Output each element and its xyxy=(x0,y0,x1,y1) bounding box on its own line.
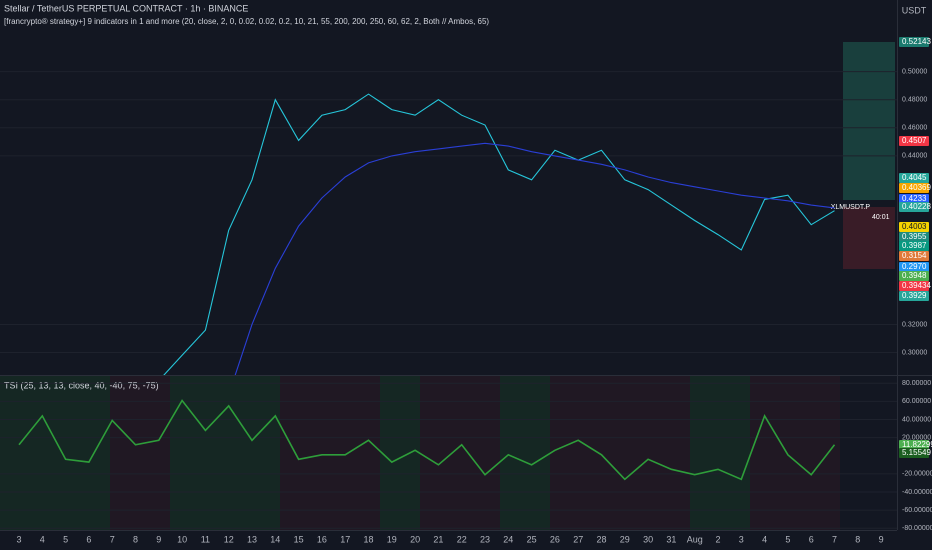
price-tag xyxy=(899,281,929,291)
x-tick-label: 6 xyxy=(809,534,814,544)
y-tick-label: -20.00000 xyxy=(902,471,932,478)
x-tick-label: 23 xyxy=(480,534,490,544)
price-tag-label: 0.3154 xyxy=(902,251,927,260)
price-tag-label: 11.82299 xyxy=(902,440,932,449)
price-tag xyxy=(899,448,929,458)
x-tick-label: 13 xyxy=(247,534,257,544)
y-tick-label: 60.00000 xyxy=(902,398,931,405)
x-tick-label: 3 xyxy=(16,534,21,544)
y-tick-label: 0.30000 xyxy=(902,349,927,356)
x-tick-label: 7 xyxy=(110,534,115,544)
x-tick-label: 11 xyxy=(201,534,210,544)
price-tag-label: 0.3929 xyxy=(902,291,927,300)
y-tick-label: -40.00000 xyxy=(902,489,932,496)
price-tag-label: 0.4507 xyxy=(902,136,927,145)
price-tag xyxy=(899,37,929,47)
x-tick-label: 4 xyxy=(40,534,45,544)
indicator-title: [francrypto® strategy+] 9 indicators in … xyxy=(4,17,489,26)
price-tag-label: 0.4233 xyxy=(902,194,927,203)
price-tag xyxy=(899,202,929,212)
y-tick-label: -60.00000 xyxy=(902,507,932,514)
tsi-title: TSI (25, 13, 13, close, 40, -40, 75, -75… xyxy=(4,380,159,390)
x-tick-label: 16 xyxy=(317,534,327,544)
x-tick-label: 21 xyxy=(433,534,443,544)
x-tick-label: 19 xyxy=(387,534,397,544)
x-tick-label: 31 xyxy=(666,534,676,544)
price-tag-label: 0.2970 xyxy=(902,262,927,271)
x-tick-label: 18 xyxy=(363,534,373,544)
price-tag-label: 0.40228 xyxy=(902,202,931,211)
price-tag xyxy=(899,241,929,251)
plot xyxy=(163,93,835,375)
x-tick-label: 14 xyxy=(270,534,280,544)
plot xyxy=(18,399,836,481)
x-tick-label: 27 xyxy=(573,534,583,544)
long-position-zone xyxy=(843,42,895,200)
x-tick-label: 22 xyxy=(457,534,467,544)
x-tick-label: 28 xyxy=(596,534,606,544)
x-tick-label: 3 xyxy=(739,534,744,544)
x-tick-label: Aug xyxy=(687,534,703,544)
price-tag-label: 0.39434 xyxy=(902,281,931,290)
price-tag-label: 0.3955 xyxy=(902,232,927,241)
price-tag xyxy=(899,291,929,301)
x-tick-label: 24 xyxy=(503,534,513,544)
price-tag xyxy=(899,194,929,204)
x-tick-label: 8 xyxy=(133,534,138,544)
x-tick-label: 15 xyxy=(294,534,304,544)
x-tick-label: 8 xyxy=(855,534,860,544)
x-tick-label: 9 xyxy=(879,534,884,544)
y-tick-label: 0.46000 xyxy=(902,125,927,132)
price-tag-label: 5.15549 xyxy=(902,448,931,457)
short-position-zone xyxy=(843,207,895,269)
x-tick-label: 7 xyxy=(832,534,837,544)
symbol-label: XLMUSDT.P xyxy=(831,204,871,211)
price-tag-label: 0.40369 xyxy=(902,183,931,192)
price-tag xyxy=(899,440,929,450)
price-tag-label: 0.52143 xyxy=(902,37,931,46)
y-tick-label: 0.32000 xyxy=(902,321,927,328)
x-tick-label: 2 xyxy=(715,534,720,544)
price-tag-label: 0.3987 xyxy=(902,241,927,250)
y-tick-label: 80.00000 xyxy=(902,380,931,387)
series-line xyxy=(163,93,835,375)
x-tick-label: 9 xyxy=(156,534,161,544)
x-tick-label: 5 xyxy=(785,534,790,544)
price-tag xyxy=(899,271,929,281)
price-tag xyxy=(899,232,929,242)
price-tag-label: 0.3948 xyxy=(902,271,927,280)
x-tick-label: 17 xyxy=(340,534,350,544)
series-line xyxy=(18,399,836,481)
x-tick-label: 5 xyxy=(63,534,68,544)
price-tag xyxy=(899,262,929,272)
x-tick-label: 30 xyxy=(643,534,653,544)
y-tick-label: 20.00000 xyxy=(902,434,931,441)
x-tick-label: 10 xyxy=(177,534,187,544)
y-tick-label: -80.00000 xyxy=(902,525,932,532)
x-tick-label: 29 xyxy=(620,534,630,544)
price-tag xyxy=(899,251,929,261)
x-tick-label: 4 xyxy=(762,534,767,544)
series-line xyxy=(234,142,835,375)
y-tick-label: 0.48000 xyxy=(902,97,927,104)
price-tag-label: 0.4045 xyxy=(902,173,927,182)
price-tag xyxy=(899,173,929,183)
x-tick-label: 20 xyxy=(410,534,420,544)
y-tick-label: 0.50000 xyxy=(902,68,927,75)
price-tag xyxy=(899,136,929,146)
countdown: 40:01 xyxy=(872,214,890,221)
price-tag xyxy=(899,183,929,193)
currency: USDT xyxy=(902,5,927,15)
y-tick-label: 40.00000 xyxy=(902,416,931,423)
y-tick-label: 0.44000 xyxy=(902,153,927,160)
x-tick-label: 12 xyxy=(224,534,234,544)
x-tick-label: 26 xyxy=(550,534,560,544)
price-tag-label: 0.4003 xyxy=(902,222,927,231)
x-tick-label: 25 xyxy=(527,534,537,544)
x-tick-label: 6 xyxy=(86,534,91,544)
symbol-title: Stellar / TetherUS PERPETUAL CONTRACT · … xyxy=(4,3,248,13)
price-tag xyxy=(899,222,929,232)
